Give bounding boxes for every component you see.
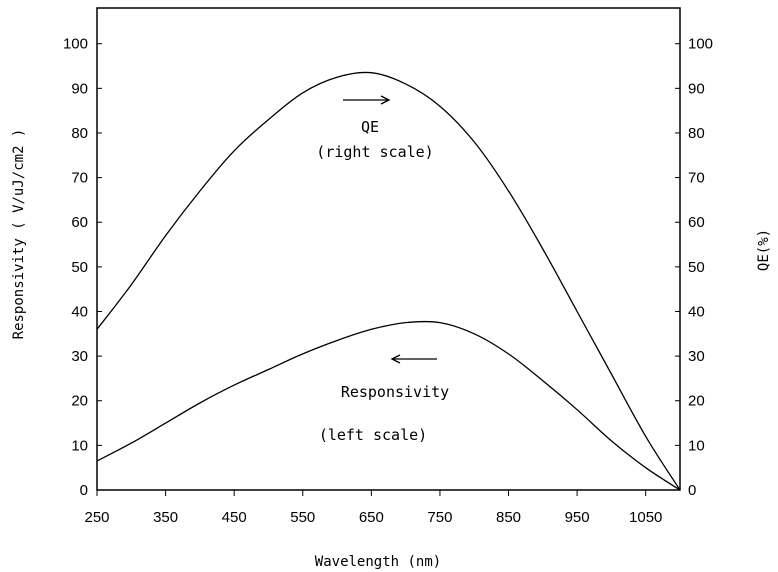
- responsivity-annotation: Responsivity (left scale): [319, 354, 449, 444]
- right-tick-label: 10: [688, 437, 705, 454]
- x-tick-label: 850: [496, 509, 521, 526]
- right-tick-label: 70: [688, 170, 705, 187]
- left-tick-label: 10: [71, 437, 88, 454]
- right-tick-label: 60: [688, 214, 705, 231]
- right-tick-label: 100: [688, 36, 713, 53]
- qe-scale-label: (right scale): [316, 143, 433, 161]
- responsivity-arrow-head: [390, 354, 401, 364]
- responsivity-curve: [96, 320, 681, 491]
- x-tick-label: 1050: [629, 509, 662, 526]
- x-tick-label: 350: [153, 509, 178, 526]
- x-tick-label: 650: [359, 509, 384, 526]
- x-tick-label: 450: [222, 509, 247, 526]
- right-tick-label: 0: [688, 482, 696, 499]
- responsivity-label: Responsivity: [341, 383, 449, 401]
- x-tick-label: 950: [565, 509, 590, 526]
- left-tick-label: 50: [71, 259, 88, 276]
- left-tick-label: 80: [71, 125, 88, 142]
- x-axis-title: Wavelength (nm): [315, 554, 441, 570]
- x-tick-label: 250: [84, 509, 109, 526]
- left-tick-label: 70: [71, 170, 88, 187]
- x-tick-label: 750: [427, 509, 452, 526]
- right-tick-label: 90: [688, 80, 705, 97]
- series-layer: [96, 71, 681, 491]
- right-tick-label: 20: [688, 393, 705, 410]
- right-tick-label: 50: [688, 259, 705, 276]
- responsivity-scale-label: (left scale): [319, 426, 427, 444]
- right-tick-label: 40: [688, 303, 705, 320]
- left-tick-label: 30: [71, 348, 88, 365]
- left-tick-label: 20: [71, 393, 88, 410]
- qe-label: QE: [361, 118, 379, 136]
- right-y-axis: 0 10 20 30 40 50 60 70 80 90 100: [675, 36, 713, 499]
- right-tick-label: 80: [688, 125, 705, 142]
- right-y-axis-title: QE(%): [756, 229, 772, 271]
- qe-annotation: QE (right scale): [316, 95, 434, 161]
- left-y-axis-title: Responsivity ( V/uJ/cm2 ): [11, 129, 27, 340]
- qe-arrow-head: [380, 95, 391, 105]
- left-y-axis: 0 10 20 30 40 50 60 70 80 90 100: [63, 36, 102, 499]
- x-axis: 250 350 450 550 650 750 850 950 1050: [84, 490, 662, 526]
- left-tick-label: 90: [71, 80, 88, 97]
- left-tick-label: 100: [63, 36, 88, 53]
- left-tick-label: 0: [80, 482, 88, 499]
- right-tick-label: 30: [688, 348, 705, 365]
- left-tick-label: 60: [71, 214, 88, 231]
- plot-frame: [96, 7, 681, 491]
- x-tick-label: 550: [290, 509, 315, 526]
- qe-curve: [96, 71, 681, 491]
- left-tick-label: 40: [71, 303, 88, 320]
